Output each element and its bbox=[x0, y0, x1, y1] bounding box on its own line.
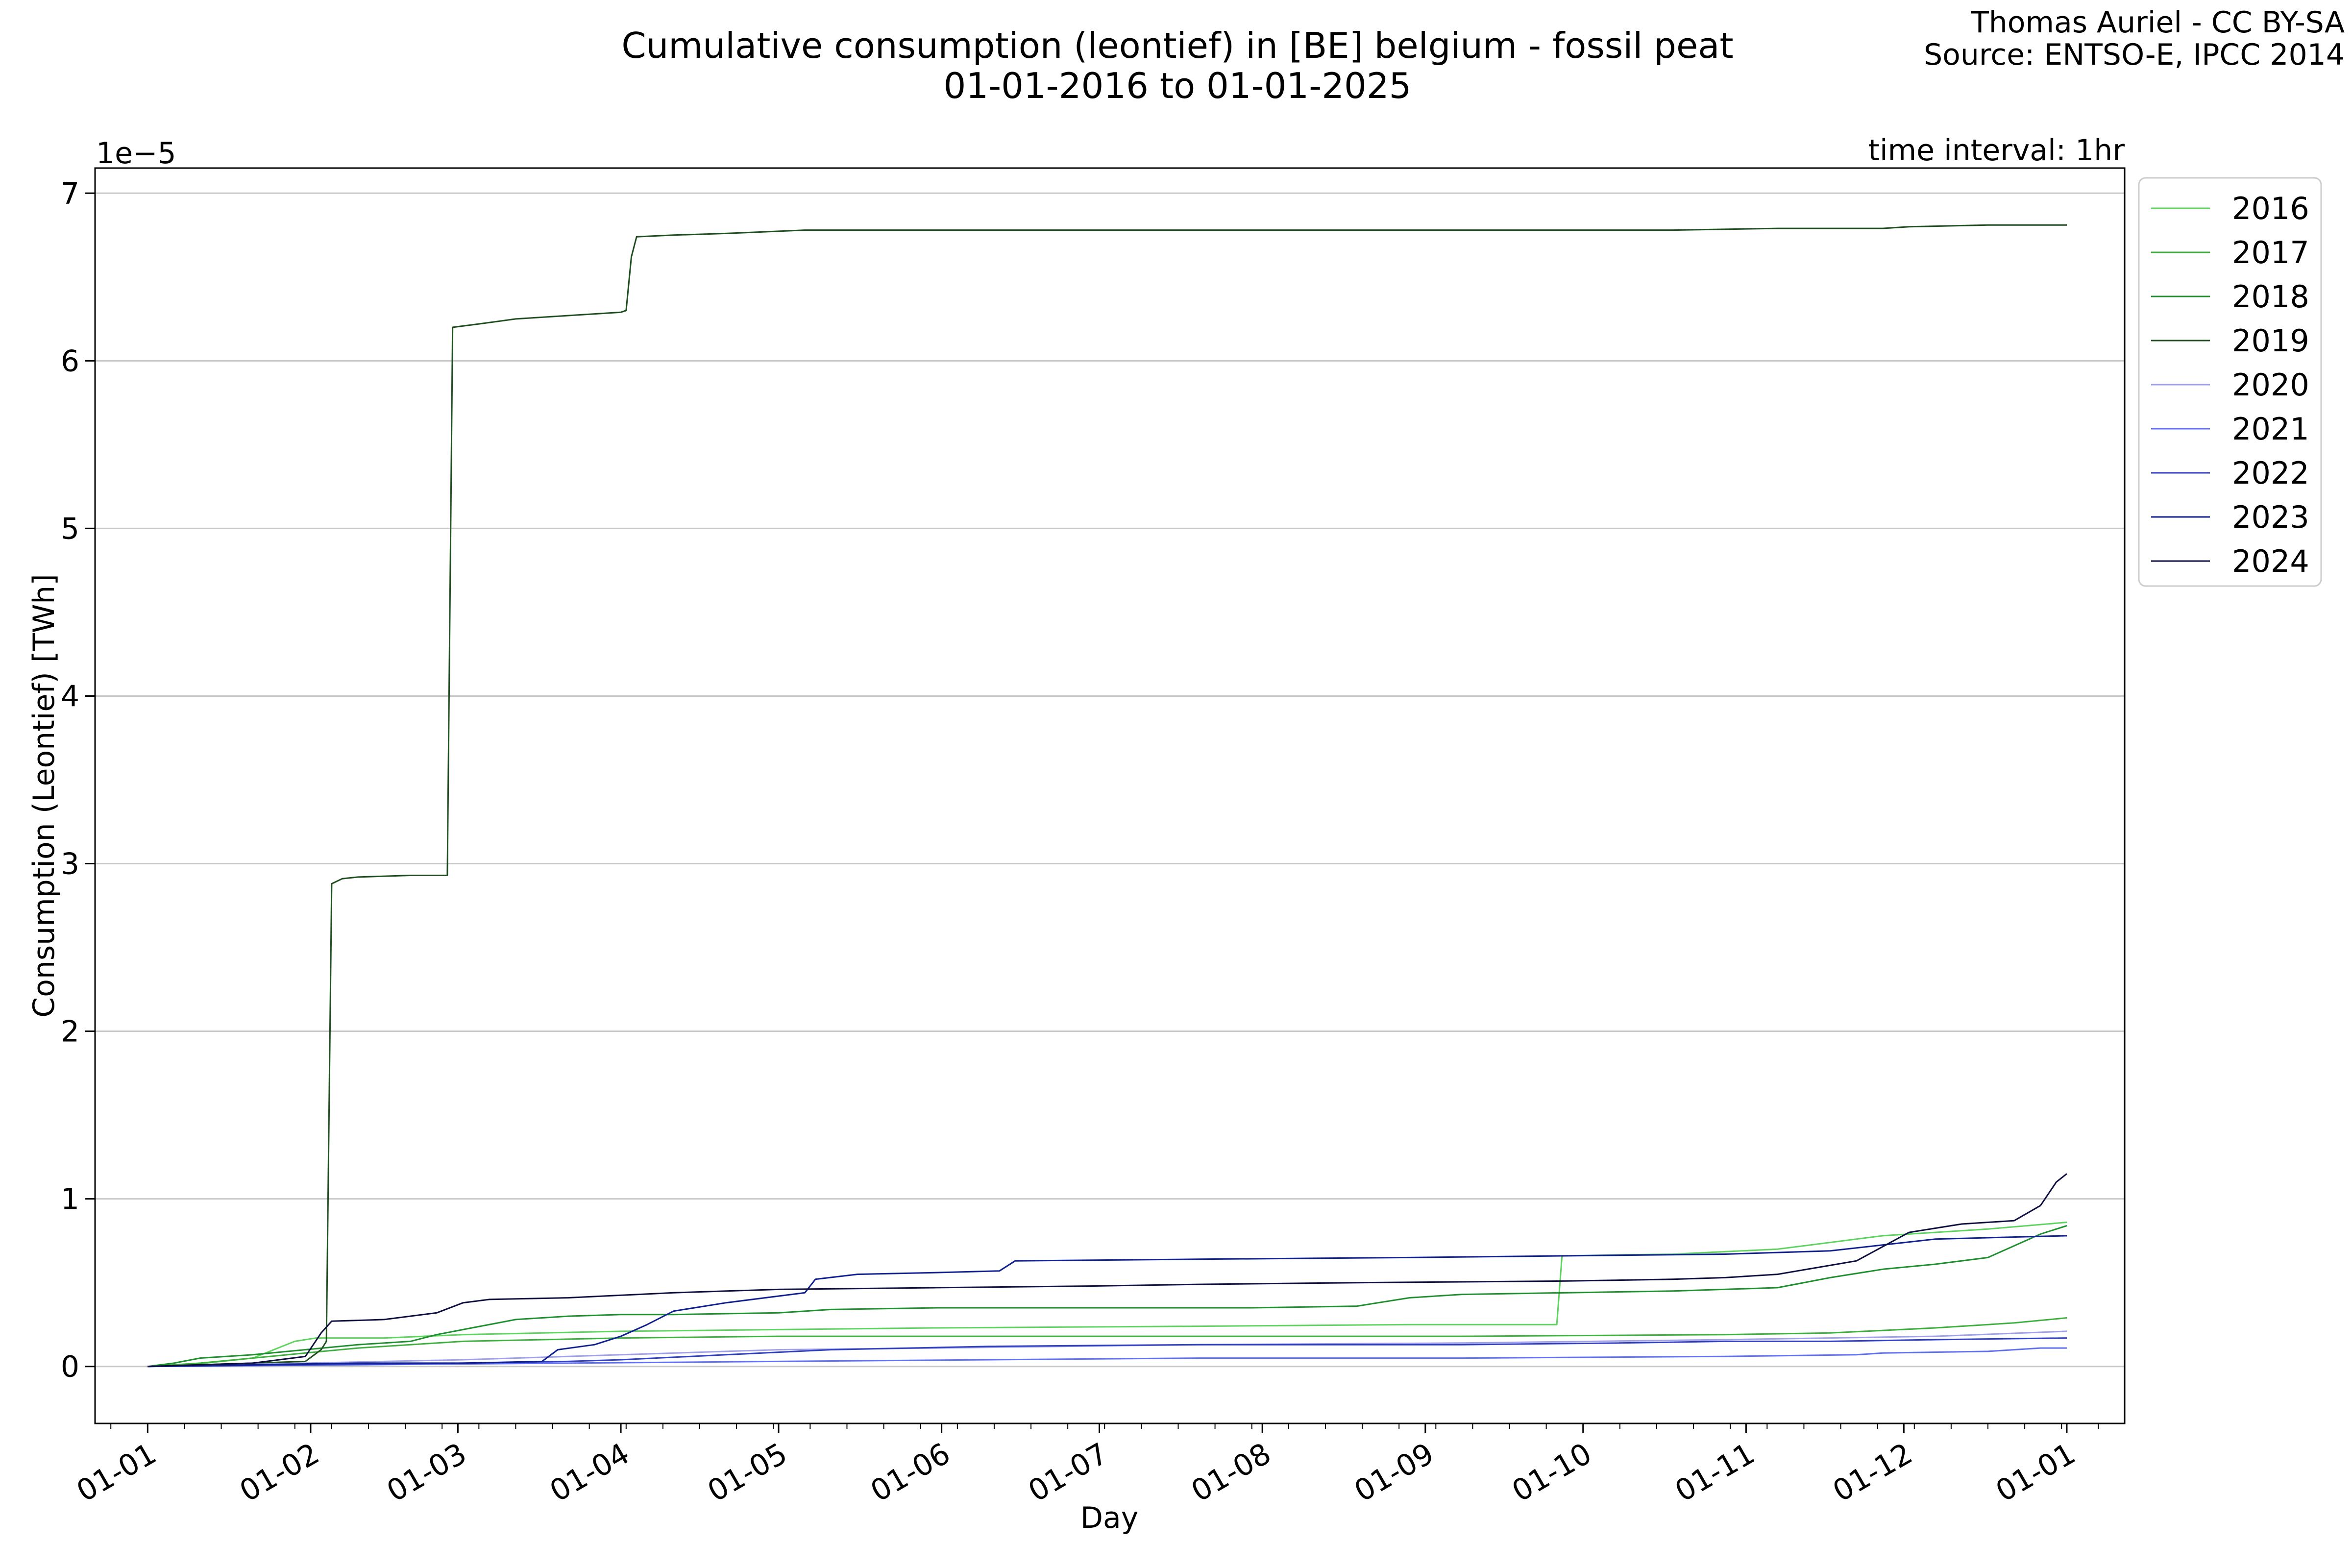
x-tick-label: 01-06 bbox=[865, 1436, 956, 1509]
y-tick-label: 4 bbox=[61, 679, 79, 713]
y-tick-label: 5 bbox=[61, 512, 79, 546]
series-line-2021 bbox=[147, 1347, 2067, 1368]
y-axis: 0 1 2 3 4 5 6 7 bbox=[61, 176, 95, 1384]
series-line-2022 bbox=[147, 1337, 2067, 1368]
y-tick-label: 3 bbox=[61, 847, 79, 882]
x-tick-label: 01-12 bbox=[1827, 1436, 1918, 1509]
legend-label-2017: 2017 bbox=[2232, 235, 2309, 270]
legend-label-2021: 2021 bbox=[2232, 411, 2309, 447]
legend-label-2023: 2023 bbox=[2232, 499, 2309, 535]
credit-source: Source: ENTSO-E, IPCC 2014 bbox=[1924, 38, 2345, 72]
x-tick-label: 01-02 bbox=[234, 1436, 325, 1509]
x-tick-label: 01-01 bbox=[1990, 1436, 2081, 1509]
x-tick-label: 01-05 bbox=[702, 1436, 793, 1509]
legend-label-2022: 2022 bbox=[2232, 455, 2309, 491]
interval-note: time interval: 1hr bbox=[1868, 133, 2125, 168]
gridlines bbox=[95, 192, 2125, 1368]
y-offset-label: 1e−5 bbox=[96, 136, 176, 171]
x-tick-label: 01-04 bbox=[544, 1436, 636, 1509]
x-axis: 01-01 01-02 01-03 01-04 01-05 01-06 01-07 01-08… bbox=[71, 1423, 2099, 1509]
legend-label-2020: 2020 bbox=[2232, 367, 2309, 403]
plot-frame bbox=[94, 167, 2126, 1424]
x-tick-label: 01-09 bbox=[1348, 1436, 1440, 1509]
legend-label-2019: 2019 bbox=[2232, 323, 2309, 359]
legend-label-2018: 2018 bbox=[2232, 279, 2309, 315]
series-line-2016 bbox=[147, 1222, 2067, 1368]
y-tick-label: 2 bbox=[61, 1015, 79, 1049]
legend: 2016 2017 2018 2019 2020 2021 2022 2023 2024 bbox=[2138, 177, 2322, 587]
series-line-2023 bbox=[147, 1235, 2067, 1368]
credit-author: Thomas Auriel - CC BY-SA bbox=[1970, 5, 2345, 40]
y-axis-label: Consumption (Leontief) [TWh] bbox=[27, 574, 61, 1017]
x-tick-label: 01-03 bbox=[381, 1436, 472, 1509]
x-tick-label: 01-10 bbox=[1506, 1436, 1597, 1509]
y-tick-label: 7 bbox=[61, 176, 79, 211]
legend-frame bbox=[2138, 177, 2322, 587]
series-lines bbox=[147, 224, 2067, 1368]
y-tick-label: 6 bbox=[61, 344, 79, 378]
series-line-2024 bbox=[147, 1173, 2067, 1368]
x-tick-label: 01-08 bbox=[1186, 1436, 1277, 1509]
series-line-2018 bbox=[147, 1225, 2067, 1368]
y-tick-label: 0 bbox=[61, 1350, 79, 1384]
series-line-2019 bbox=[147, 224, 2067, 1368]
legend-label-2016: 2016 bbox=[2232, 191, 2309, 226]
x-tick-label: 01-01 bbox=[71, 1436, 162, 1509]
legend-label-2024: 2024 bbox=[2232, 543, 2309, 579]
series-line-2017 bbox=[147, 1317, 2067, 1368]
x-axis-label: Day bbox=[1080, 1501, 1138, 1535]
y-tick-label: 1 bbox=[61, 1182, 79, 1217]
chart-title-line1: Cumulative consumption (leontief) in [BE… bbox=[621, 25, 1733, 66]
x-tick-label: 01-07 bbox=[1023, 1436, 1114, 1509]
x-tick-label: 01-11 bbox=[1669, 1436, 1761, 1509]
chart-title-line2: 01-01-2016 to 01-01-2025 bbox=[944, 65, 1412, 106]
